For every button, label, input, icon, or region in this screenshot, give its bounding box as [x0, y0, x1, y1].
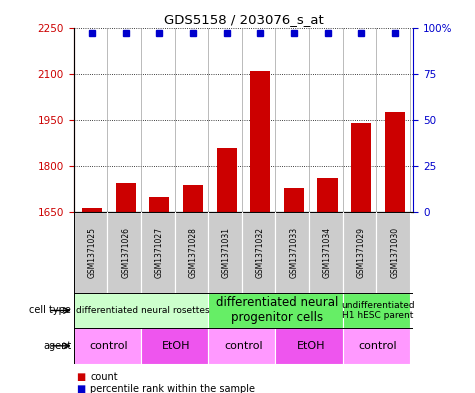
Text: GSM1371025: GSM1371025: [87, 227, 96, 278]
Text: GSM1371030: GSM1371030: [390, 227, 399, 278]
Text: EtOH: EtOH: [296, 341, 325, 351]
Text: control: control: [359, 341, 397, 351]
Bar: [74, 212, 107, 293]
Text: GSM1371028: GSM1371028: [189, 227, 198, 278]
Text: GSM1371034: GSM1371034: [323, 227, 332, 278]
Bar: [82, 208, 102, 212]
Text: percentile rank within the sample: percentile rank within the sample: [90, 384, 255, 393]
Text: EtOH: EtOH: [162, 341, 190, 351]
Text: undifferentiated
H1 hESC parent: undifferentiated H1 hESC parent: [341, 301, 415, 320]
Bar: [174, 212, 208, 293]
Title: GDS5158 / 203076_s_at: GDS5158 / 203076_s_at: [163, 13, 323, 26]
Bar: [342, 293, 410, 328]
Bar: [217, 147, 237, 212]
Bar: [208, 328, 276, 364]
Bar: [183, 184, 203, 212]
Bar: [385, 112, 405, 212]
Bar: [74, 293, 208, 328]
Bar: [317, 178, 338, 212]
Bar: [208, 293, 342, 328]
Text: ■: ■: [76, 384, 85, 393]
Text: differentiated neural
progenitor cells: differentiated neural progenitor cells: [216, 296, 338, 325]
Bar: [141, 212, 174, 293]
Bar: [107, 212, 141, 293]
Text: cell type: cell type: [29, 305, 71, 316]
Text: GSM1371027: GSM1371027: [155, 227, 164, 278]
Bar: [115, 183, 136, 212]
Bar: [342, 328, 410, 364]
Text: control: control: [90, 341, 128, 351]
Text: GSM1371032: GSM1371032: [256, 227, 265, 278]
Text: GSM1371029: GSM1371029: [357, 227, 366, 278]
Bar: [250, 71, 270, 212]
Text: ■: ■: [76, 372, 85, 382]
Bar: [309, 212, 342, 293]
Bar: [376, 212, 410, 293]
Text: GSM1371026: GSM1371026: [121, 227, 130, 278]
Text: agent: agent: [43, 341, 71, 351]
Text: differentiated neural rosettes: differentiated neural rosettes: [76, 306, 209, 315]
Bar: [149, 197, 170, 212]
Bar: [276, 328, 342, 364]
Bar: [141, 328, 208, 364]
Text: GSM1371031: GSM1371031: [222, 227, 231, 278]
Bar: [351, 123, 371, 212]
Text: count: count: [90, 372, 118, 382]
Bar: [342, 212, 376, 293]
Text: control: control: [224, 341, 263, 351]
Text: GSM1371033: GSM1371033: [289, 227, 298, 278]
Bar: [208, 212, 242, 293]
Bar: [276, 212, 309, 293]
Bar: [74, 328, 141, 364]
Bar: [242, 212, 276, 293]
Bar: [284, 187, 304, 212]
